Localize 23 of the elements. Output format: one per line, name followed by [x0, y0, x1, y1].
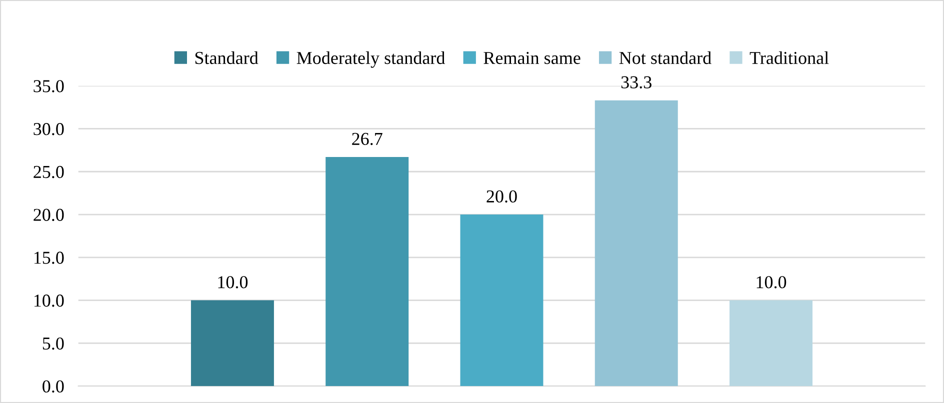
bar [730, 300, 812, 386]
y-tick-label: 5.0 [42, 337, 64, 350]
y-tick-label: 0.0 [42, 380, 64, 393]
legend-label: Remain same [484, 52, 580, 64]
data-label: 20.0 [486, 190, 517, 203]
legend-label: Not standard [619, 51, 712, 64]
y-tick-label: 15.0 [34, 252, 64, 264]
data-label: 33.3 [621, 76, 652, 88]
y-tick-label: 25.0 [34, 166, 64, 178]
y-tick-label: 10.0 [34, 294, 64, 307]
legend-label: Moderately standard [296, 51, 446, 68]
data-label: 10.0 [756, 276, 786, 288]
legend-label: Traditional [750, 51, 829, 64]
bar [190, 300, 274, 386]
data-label: 26.7 [352, 132, 382, 146]
y-tick-label: 20.0 [34, 208, 64, 222]
bar [326, 157, 409, 386]
y-tick-label: 30.0 [34, 122, 64, 136]
bar [460, 214, 544, 386]
bar [594, 100, 678, 386]
y-tick-label: 35.0 [34, 80, 64, 92]
legend-label: Standard [195, 51, 258, 64]
data-label: 10.0 [218, 276, 248, 288]
